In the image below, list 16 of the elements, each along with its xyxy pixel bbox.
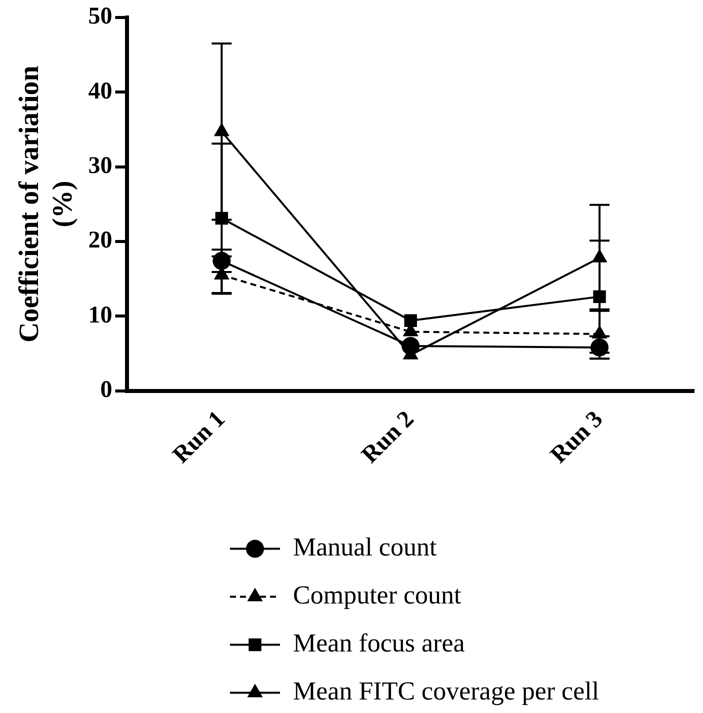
legend-label: Computer count [293,580,462,610]
point [402,336,420,355]
y-tick-label: 0 [100,376,112,403]
y-tick-label: 10 [88,302,112,328]
legend-label: Mean focus area [293,628,466,658]
y-tick-label: 20 [88,228,112,254]
x-tick-label: Run 2 [356,406,420,468]
y-tick-label: 50 [88,4,112,30]
point [404,314,417,327]
legend-label: Mean FITC coverage per cell [293,676,600,706]
x-tick-label: Run 1 [168,406,230,468]
legend-label: Manual count [293,532,438,562]
y-axis-title: Coefficient of variation (%) [14,65,79,342]
y-tick-label: 40 [88,78,112,104]
x-tick-label: Run 3 [546,406,608,468]
y-tick-label: 30 [88,152,112,179]
